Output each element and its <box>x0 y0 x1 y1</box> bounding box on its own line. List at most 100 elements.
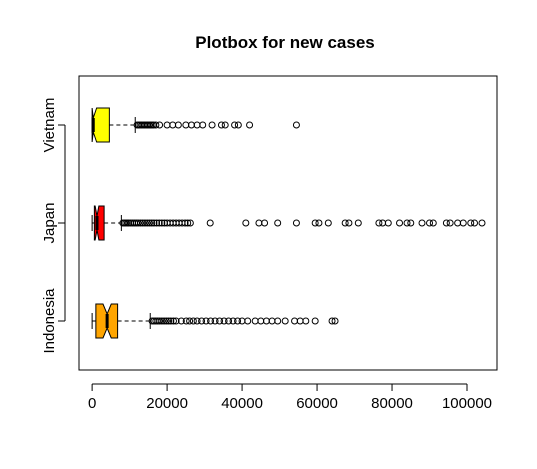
outlier-point <box>315 219 323 227</box>
outlier-point <box>202 317 210 325</box>
outlier-point <box>169 317 177 325</box>
outlier-point <box>429 219 437 227</box>
outlier-point <box>246 121 254 129</box>
outlier-point <box>459 219 467 227</box>
x-tick-label: 40000 <box>221 395 263 412</box>
outlier-point <box>221 121 229 129</box>
outlier-point <box>403 219 411 227</box>
outlier-point <box>244 317 252 325</box>
outlier-point <box>255 219 263 227</box>
outlier-point <box>189 317 197 325</box>
outlier-point <box>324 219 332 227</box>
outlier-point <box>354 219 362 227</box>
outlier-point <box>160 317 168 325</box>
outlier-point <box>328 317 336 325</box>
outlier-point <box>134 219 142 227</box>
outlier-point <box>206 219 214 227</box>
outlier-point <box>156 121 164 129</box>
outlier-point <box>234 317 242 325</box>
x-axis: 0 20000 40000 60000 80000 100000 <box>88 383 492 412</box>
y-axis: Indonesia Japan Vietnam <box>41 98 66 354</box>
outlier-point <box>345 219 353 227</box>
box-body <box>91 107 110 143</box>
outlier-point <box>187 121 195 129</box>
outlier-point <box>375 219 383 227</box>
outlier-point <box>155 219 163 227</box>
outlier-point <box>296 317 304 325</box>
outlier-point <box>446 219 454 227</box>
box-japan <box>91 205 486 241</box>
outlier-point <box>136 219 144 227</box>
outlier-point <box>211 317 219 325</box>
outlier-point <box>217 121 225 129</box>
outlier-point <box>442 219 450 227</box>
outlier-point <box>182 121 190 129</box>
outlier-point <box>471 219 479 227</box>
y-tick-label: Japan <box>41 203 58 244</box>
outlier-point <box>193 317 201 325</box>
outlier-point <box>467 219 475 227</box>
outlier-point <box>158 219 166 227</box>
boxes-layer <box>91 107 486 339</box>
outlier-point <box>257 317 265 325</box>
outlier-point <box>262 317 270 325</box>
outlier-point <box>216 317 224 325</box>
outlier-point <box>199 121 207 129</box>
outlier-point <box>186 219 194 227</box>
outlier-point <box>225 317 233 325</box>
outlier-point <box>292 121 300 129</box>
x-tick-label: 20000 <box>146 395 188 412</box>
box-indonesia <box>91 303 339 339</box>
outlier-point <box>231 121 239 129</box>
outlier-point <box>220 317 228 325</box>
outlier-point <box>341 219 349 227</box>
outlier-point <box>274 317 282 325</box>
outlier-point <box>251 317 259 325</box>
outlier-point <box>331 317 339 325</box>
outlier-point <box>281 317 289 325</box>
outlier-point <box>198 317 206 325</box>
outlier-point <box>193 121 201 129</box>
y-tick-label: Indonesia <box>41 288 58 354</box>
outlier-point <box>407 219 415 227</box>
outlier-point <box>181 219 189 227</box>
x-tick-label: 60000 <box>296 395 338 412</box>
outlier-point <box>274 219 282 227</box>
outlier-point <box>162 317 170 325</box>
outlier-point <box>268 317 276 325</box>
outlier-point <box>311 219 319 227</box>
outlier-point <box>141 219 149 227</box>
outlier-point <box>165 317 173 325</box>
outlier-point <box>384 219 392 227</box>
x-tick-label: 80000 <box>371 395 413 412</box>
outlier-point <box>143 219 151 227</box>
box-body <box>93 205 105 241</box>
box-vietnam <box>91 107 300 143</box>
outlier-point <box>177 317 185 325</box>
outlier-point <box>150 219 158 227</box>
outlier-point <box>478 219 486 227</box>
outlier-point <box>163 121 171 129</box>
outlier-point <box>302 317 310 325</box>
outlier-point <box>184 219 192 227</box>
outlier-point <box>242 219 250 227</box>
outlier-point <box>261 219 269 227</box>
outlier-point <box>172 317 180 325</box>
outlier-point <box>229 317 237 325</box>
outlier-point <box>418 219 426 227</box>
outlier-point <box>182 317 190 325</box>
outlier-point <box>426 219 434 227</box>
outlier-point <box>167 317 175 325</box>
outlier-point <box>174 121 182 129</box>
outlier-point <box>153 219 161 227</box>
plot-frame <box>78 75 498 371</box>
outlier-point <box>292 219 300 227</box>
outlier-point <box>238 317 246 325</box>
outlier-point <box>158 317 166 325</box>
x-tick-label: 100000 <box>442 395 492 412</box>
outlier-point <box>291 317 299 325</box>
outlier-point <box>156 317 164 325</box>
outlier-point <box>207 317 215 325</box>
outlier-point <box>186 317 194 325</box>
